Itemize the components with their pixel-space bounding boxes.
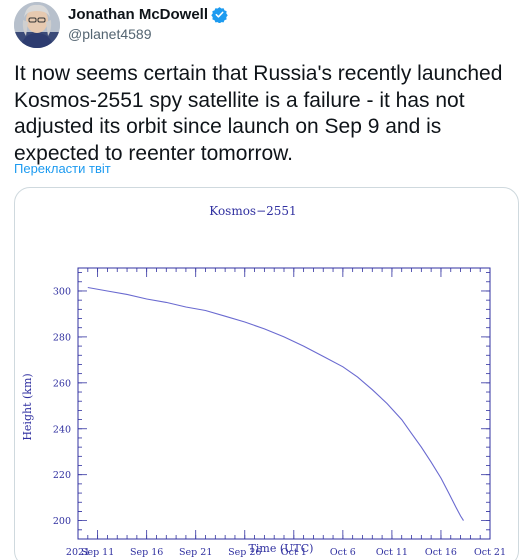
author-handle[interactable]: @planet4589 xyxy=(68,26,152,42)
x-tick-label: Oct 1 xyxy=(281,547,307,558)
avatar-portrait-icon xyxy=(14,2,60,48)
x-tick-label: Sep 26 xyxy=(228,547,261,558)
chart-title: Kosmos−2551 xyxy=(209,204,296,218)
y-tick-label: 280 xyxy=(53,332,71,343)
x-tick-label: Sep 21 xyxy=(179,547,212,558)
axis-ticks xyxy=(77,268,491,540)
verified-badge-icon xyxy=(211,7,228,23)
x-tick-label: 2021 xyxy=(66,547,90,558)
y-tick-label: 220 xyxy=(53,470,71,481)
x-tick-label: Oct 21 xyxy=(474,547,506,558)
author-name-text: Jonathan McDowell xyxy=(68,6,209,23)
y-tick-label: 240 xyxy=(53,424,71,435)
chart-xlabel: Time (UTC) xyxy=(249,542,314,555)
x-tick-label: Oct 6 xyxy=(330,547,356,558)
height-series-line xyxy=(87,286,464,521)
author-name[interactable]: Jonathan McDowell xyxy=(68,6,228,23)
translate-tweet-link[interactable]: Перекласти твіт xyxy=(14,161,111,176)
y-tick-label: 260 xyxy=(53,378,71,389)
x-tick-label: Sep 11 xyxy=(81,547,114,558)
x-tick-label: Sep 16 xyxy=(130,547,163,558)
height-chart: Kosmos−2551 Time (UTC) Height (km) 2021S… xyxy=(21,204,506,558)
chart-ylabel: Height (km) xyxy=(21,373,34,440)
tweet-text: It now seems certain that Russia's recen… xyxy=(14,62,503,165)
tweet-media-chart[interactable]: Kosmos−2551 Time (UTC) Height (km) 2021 S… xyxy=(14,187,519,560)
x-tick-label: Oct 11 xyxy=(376,547,408,558)
plot-frame xyxy=(77,267,491,540)
y-tick-label: 200 xyxy=(53,516,71,527)
avatar[interactable] xyxy=(14,2,60,48)
x-tick-label: Oct 16 xyxy=(425,547,457,558)
y-tick-label: 300 xyxy=(53,286,71,297)
